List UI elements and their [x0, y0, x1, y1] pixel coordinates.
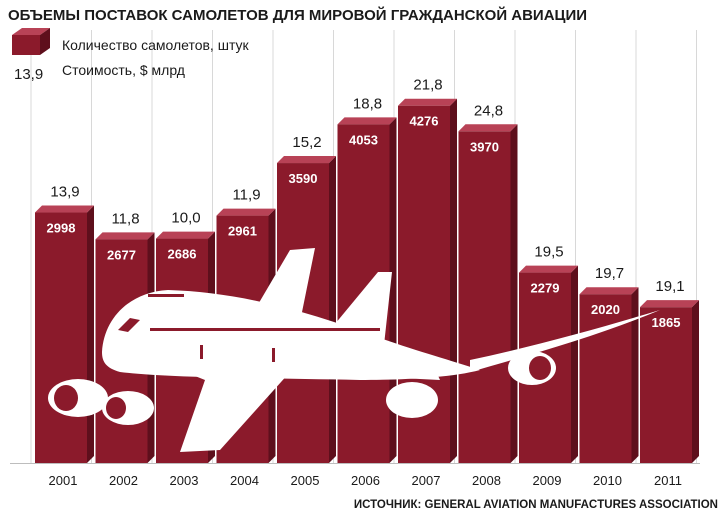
bar-count-label: 2279 — [531, 281, 560, 296]
bar-side — [631, 287, 639, 463]
airplane-windows — [118, 294, 380, 362]
bar-value-label: 11,8 — [111, 210, 139, 227]
bar-top — [35, 205, 94, 213]
bar-value-label: 18,8 — [353, 95, 382, 112]
bar-top — [519, 265, 578, 273]
bar-count-label: 4053 — [349, 132, 378, 147]
bar-value-label: 24,8 — [474, 102, 503, 119]
bar-2008 — [458, 124, 518, 463]
airplane-illustration — [48, 248, 660, 452]
bar-2011 — [640, 300, 699, 463]
bar-top — [95, 232, 155, 240]
x-tick-label: 2010 — [593, 473, 622, 488]
bar-count-label: 2677 — [107, 247, 136, 262]
bar-value-label: 13,9 — [50, 184, 79, 201]
bar-front — [579, 294, 632, 463]
bar-side — [87, 205, 94, 464]
bar-top — [277, 156, 336, 164]
bar-side — [692, 300, 699, 463]
bar-side — [510, 124, 518, 463]
airplane-engines — [48, 351, 556, 425]
airplane-fuselage — [102, 290, 480, 380]
bar-value-label: 19,7 — [595, 265, 624, 282]
legend-value-label: Стоимость, $ млрд — [62, 62, 185, 78]
bar-side — [571, 265, 578, 463]
legend-value-sample: 13,9 — [14, 66, 43, 83]
bar-front — [35, 212, 87, 463]
bar-count-label: 2686 — [168, 247, 197, 262]
bar-side — [329, 156, 336, 464]
bar-front — [458, 131, 511, 463]
source-note: ИСТОЧНИК: GENERAL AVIATION MANUFACTURES … — [354, 499, 718, 511]
bar-front — [640, 307, 692, 463]
x-tick-label: 2001 — [49, 473, 78, 488]
bar-top — [640, 300, 699, 308]
bar-count-label: 2961 — [228, 224, 257, 239]
bar-count-label: 3590 — [289, 171, 318, 186]
bar-side — [450, 98, 457, 463]
bar-count-label: 2998 — [47, 221, 76, 236]
x-tick-label: 2006 — [351, 473, 380, 488]
bar-count-label: 3970 — [470, 139, 499, 154]
x-tick-label: 2007 — [412, 473, 441, 488]
bar-2001 — [35, 205, 94, 464]
bar-top — [579, 287, 639, 295]
x-tick-label: 2009 — [533, 473, 562, 488]
airplane-stabilizer — [395, 358, 440, 380]
bar-count-label: 1865 — [652, 315, 681, 330]
bar-top — [337, 117, 397, 125]
bar-value-label: 19,1 — [655, 278, 684, 295]
bar-value-label: 10,0 — [171, 210, 200, 227]
chart-title: ОБЪЕМЫ ПОСТАВОК САМОЛЕТОВ ДЛЯ МИРОВОЙ ГР… — [8, 6, 587, 24]
legend-count-label: Количество самолетов, штук — [62, 37, 250, 53]
x-tick-label: 2002 — [109, 473, 138, 488]
legend: Количество самолетов, штук 13,9 Стоимост… — [12, 28, 250, 83]
bar-value-label: 11,9 — [232, 187, 260, 204]
labels: 2998 13,9 2001 2677 11,8 2002 2686 10,0 2003 2961… — [47, 77, 685, 488]
airplane-near-wing — [175, 368, 290, 452]
x-tick-label: 2005 — [291, 473, 320, 488]
x-tick-label: 2004 — [230, 473, 259, 488]
bar-top — [216, 208, 276, 216]
x-tick-label: 2011 — [654, 473, 682, 488]
bar-value-label: 15,2 — [292, 134, 321, 151]
x-tick-label: 2003 — [170, 473, 199, 488]
bar-count-label: 2020 — [591, 302, 620, 317]
legend-count-swatch — [12, 28, 50, 55]
bar-value-label: 21,8 — [413, 77, 442, 94]
bar-top — [156, 231, 215, 239]
bar-value-label: 19,5 — [534, 244, 563, 261]
bar-top — [398, 98, 457, 106]
bar-top — [458, 124, 518, 132]
x-tick-label: 2008 — [472, 473, 501, 488]
bar-count-label: 4276 — [410, 114, 439, 129]
